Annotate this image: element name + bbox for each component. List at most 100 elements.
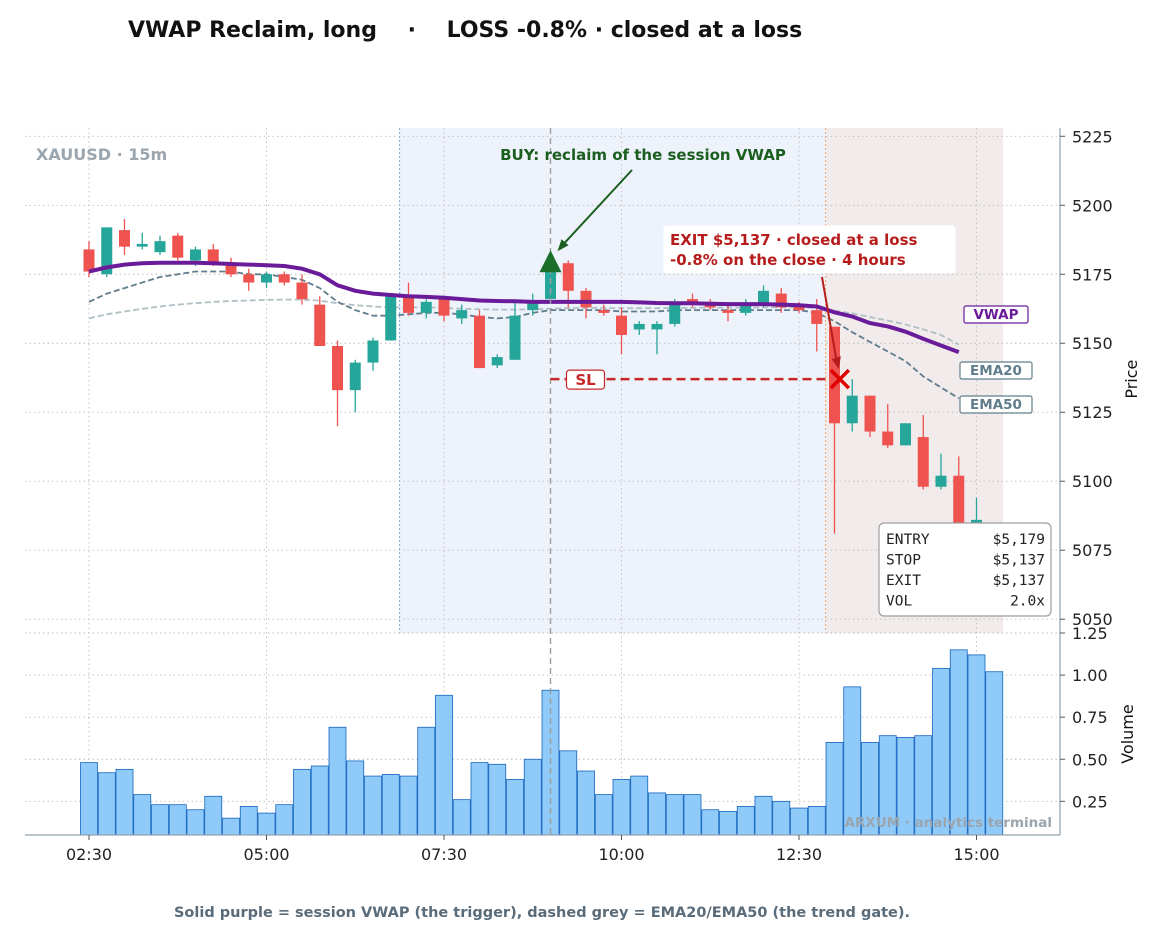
stats-key: VOL xyxy=(886,594,912,610)
candle-body xyxy=(846,395,858,424)
stats-value: 2.0x xyxy=(1010,594,1045,610)
candle-body xyxy=(882,431,894,446)
volume-bar xyxy=(133,794,152,836)
candle-body xyxy=(101,227,113,275)
exit-marker xyxy=(829,368,851,390)
volume-bar xyxy=(204,795,223,836)
candle-body xyxy=(633,323,645,330)
entry-arrow-shaft xyxy=(561,169,633,246)
watermark: ARXUM · analytics terminal xyxy=(844,815,1052,831)
ema50-tag-box xyxy=(959,395,1033,414)
volume-bar xyxy=(736,805,755,836)
stop-label: SL xyxy=(565,369,606,390)
candle-body xyxy=(332,346,343,391)
exit-label: EXIT $5,137 · closed at a loss -0.8% on t… xyxy=(663,225,956,274)
volume-bar xyxy=(381,774,400,836)
volume-bar xyxy=(328,726,347,836)
volume-bar xyxy=(488,763,507,836)
candle-body xyxy=(669,301,681,324)
vwap-tag: VWAP xyxy=(963,305,1029,324)
candle-body xyxy=(811,310,823,324)
volume-bar xyxy=(807,805,826,836)
candle-body xyxy=(119,230,130,247)
candle-body xyxy=(154,241,166,253)
volume-bar xyxy=(577,770,595,836)
volume-bar xyxy=(470,762,489,836)
vwap-line xyxy=(88,260,960,354)
exit-label-line1: EXIT $5,137 · closed at a loss xyxy=(670,231,918,249)
volume-bar xyxy=(346,760,365,836)
title-result: LOSS -0.8% · closed at a loss xyxy=(446,18,803,43)
stop-label-text: SL xyxy=(575,371,596,389)
volume-bar xyxy=(790,807,808,836)
volume-bar xyxy=(275,804,294,836)
candle-body xyxy=(793,304,805,311)
candle-body xyxy=(438,299,450,316)
candle-body xyxy=(136,243,148,247)
candle-body xyxy=(420,301,432,313)
volume-bar xyxy=(257,812,276,836)
volume-bar xyxy=(719,811,737,836)
candle-body xyxy=(722,310,734,313)
candle-body xyxy=(864,395,876,432)
volume-bar xyxy=(985,671,1004,836)
volume-bar xyxy=(168,804,187,836)
stats-box-frame xyxy=(878,522,1052,617)
volume-bar xyxy=(967,654,986,836)
exit-arrow-shaft xyxy=(821,276,838,363)
candle-body xyxy=(403,296,414,313)
price-tick-label: 5150 xyxy=(1072,334,1113,353)
setup-zone xyxy=(399,128,826,633)
entry-marker xyxy=(539,250,562,273)
candle-body xyxy=(474,315,485,369)
chart-title: VWAP Reclaim, long · LOSS -0.8% · closed… xyxy=(128,18,802,43)
stop-label-box xyxy=(565,369,606,390)
volume-bar xyxy=(594,794,613,836)
price-tick-label: 5100 xyxy=(1072,472,1113,491)
exit-label-box xyxy=(663,225,956,274)
ema20-tag: EMA20 xyxy=(959,361,1033,380)
volume-bars xyxy=(80,649,1004,836)
time-tick-label: 15:00 xyxy=(953,845,999,864)
candle-body xyxy=(278,274,290,283)
candle-body xyxy=(953,475,965,523)
candle-body xyxy=(651,323,663,330)
volume-bar xyxy=(701,809,720,836)
volume-tick-label: 1.00 xyxy=(1072,666,1108,685)
candle-body xyxy=(509,315,521,360)
time-tick-label: 05:00 xyxy=(243,845,289,864)
volume-bar xyxy=(239,805,258,836)
stats-key: EXIT xyxy=(886,573,921,589)
candle-body xyxy=(580,290,592,308)
ema20-tag-box xyxy=(959,361,1033,380)
candle-body xyxy=(225,263,237,275)
time-tick-label: 10:00 xyxy=(598,845,644,864)
candle-body xyxy=(296,282,308,300)
volume-bar xyxy=(293,768,311,836)
vwap-tag-box xyxy=(963,305,1029,324)
stats-value: $5,179 xyxy=(993,532,1045,548)
candle-body xyxy=(971,519,982,523)
price-tick-label: 5125 xyxy=(1072,403,1113,422)
volume-bar xyxy=(665,794,684,836)
candle-body xyxy=(456,310,468,319)
symbol-label: XAUUSD · 15m xyxy=(36,145,167,164)
stats-box: ENTRY $5,179 STOP $5,137 EXIT $5,137 VOL 2.0x xyxy=(878,522,1052,617)
volume-bar xyxy=(97,772,116,836)
stats-key: STOP xyxy=(886,553,921,569)
price-tick-label: 5075 xyxy=(1072,541,1113,560)
candle-body xyxy=(598,310,610,313)
candle-body xyxy=(616,315,627,335)
time-tick-label: 02:30 xyxy=(66,845,112,864)
price-tick-label: 5200 xyxy=(1072,196,1113,215)
time-tick-label: 07:30 xyxy=(421,845,467,864)
exit-label-line2: -0.8% on the close · 4 hours xyxy=(670,251,906,269)
candle-body xyxy=(243,274,255,283)
entry-arrow-head xyxy=(557,239,569,252)
volume-bar xyxy=(612,779,631,836)
volume-bar xyxy=(452,799,471,836)
volume-bar xyxy=(151,804,169,836)
stats-value: $5,137 xyxy=(993,553,1045,569)
vwap-tag-text: VWAP xyxy=(973,307,1018,323)
